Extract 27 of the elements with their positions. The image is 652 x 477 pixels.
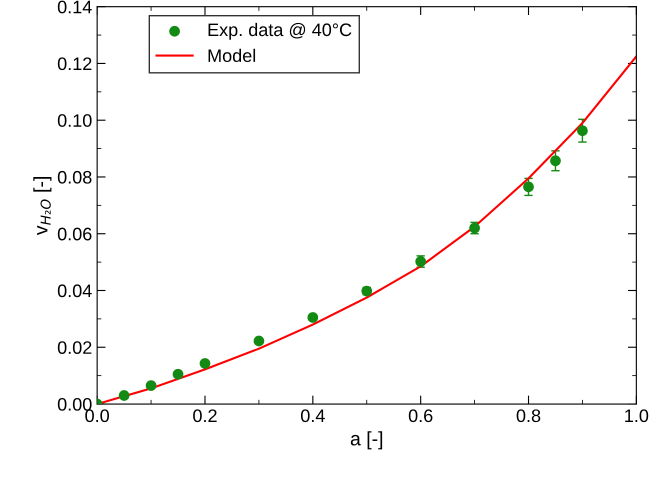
y-tick-label: 0.12 (58, 57, 92, 70)
y-tick-label: 0.06 (58, 228, 92, 240)
x-tick-label: 0.8 (516, 409, 540, 422)
point (254, 336, 264, 346)
point (118, 390, 130, 401)
y-tick-label: 0.10 (58, 114, 92, 127)
y-tick-label: 0.02 (58, 341, 92, 354)
x-tick-label: 0.6 (408, 409, 432, 422)
y-tick-label: 0.00 (58, 398, 92, 411)
y-tick-label: 0.04 (58, 284, 92, 298)
legend-label: Model (208, 48, 256, 62)
x-tick-label: 0.0 (85, 409, 109, 422)
x-axis-title: a [-] (350, 431, 382, 450)
point (307, 312, 318, 323)
y-axis-title: v$_{H₂O}$ [-] (33, 177, 52, 236)
x-tick-label: 0.2 (193, 409, 217, 422)
x-tick-label: 0.4 (300, 409, 325, 422)
y-tick-label: 0.14 (58, 0, 92, 14)
point (200, 358, 210, 369)
point (550, 155, 561, 166)
point (172, 368, 184, 380)
x-tick-label: 1.0 (625, 409, 648, 422)
legend-label: Exp. data @ 40°C (208, 22, 352, 40)
point (577, 125, 588, 136)
point (523, 182, 534, 192)
y-tick-label: 0.08 (58, 170, 92, 184)
point (146, 380, 156, 391)
